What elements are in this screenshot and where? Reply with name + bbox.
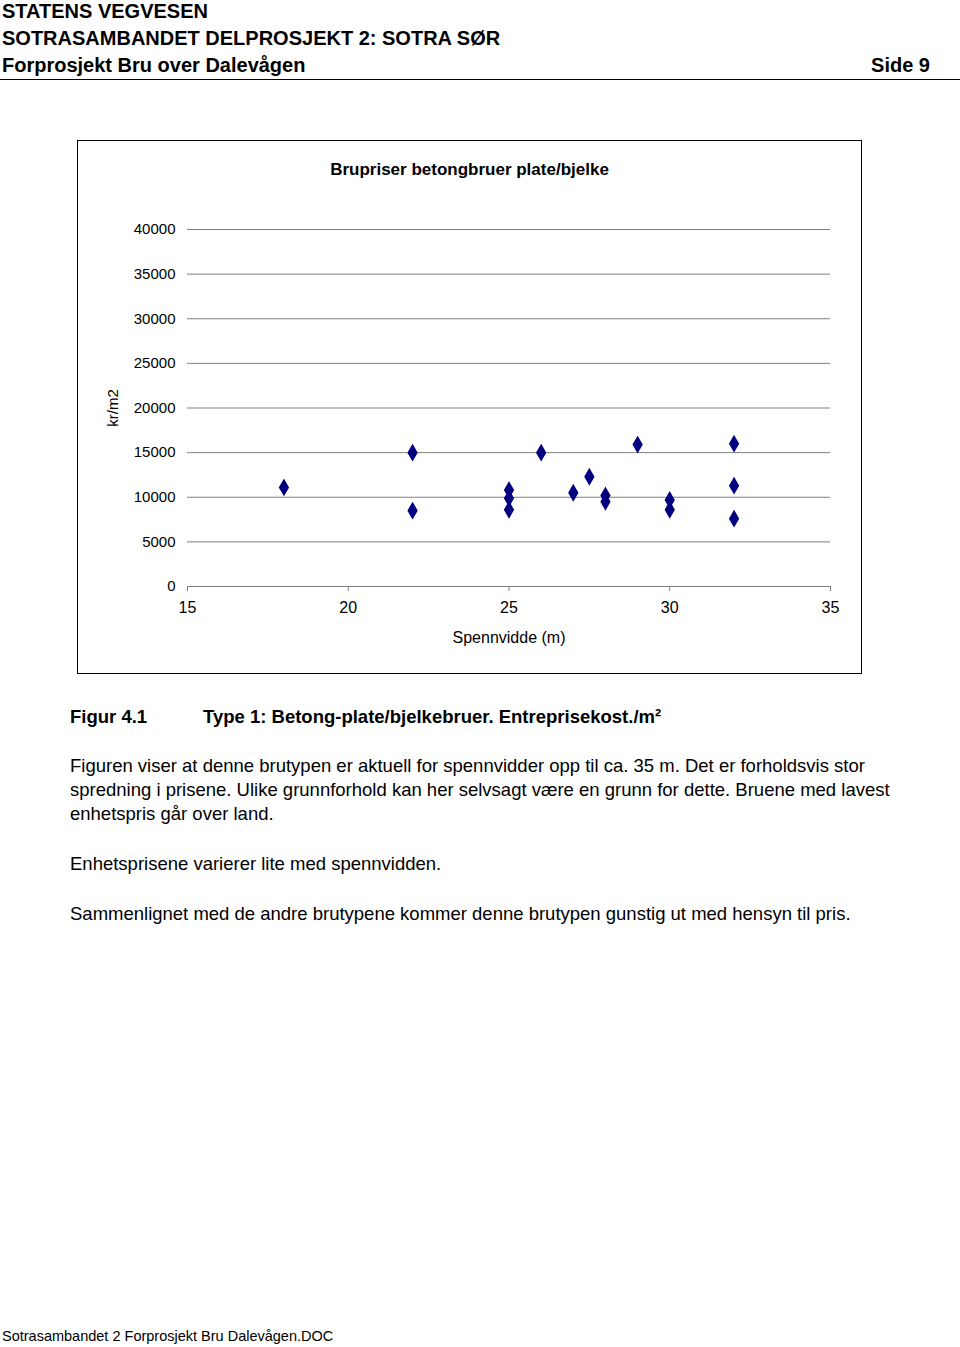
html-text:STATENS VEGVESEN: STATENS VEGVESEN (2, 0, 208, 22)
svg-text:10000: 10000 (134, 488, 176, 505)
svg-text:30: 30 (661, 599, 679, 616)
html-text:Side 9: Side 9 (871, 54, 930, 76)
svg-text:30000: 30000 (134, 310, 176, 327)
svg-text:15: 15 (179, 599, 197, 616)
html-text:Figur 4.1: Figur 4.1 (70, 706, 148, 727)
svg-text:40000: 40000 (134, 220, 176, 237)
svg-text:35000: 35000 (134, 265, 176, 282)
html-text:SOTRASAMBANDET DELPROSJEKT 2:: SOTRASAMBANDET DELPROSJEKT 2: SOTRA SØR (2, 27, 501, 49)
svg-text:25: 25 (500, 599, 518, 616)
html-text:Brupriser betongbruer plate/bj: Brupriser betongbruer plate/bjelke (330, 160, 609, 179)
html-text:Type 1: Betong-plate/bjelkebru: Type 1: Betong-plate/bjelkebruer. Entrep… (203, 706, 662, 727)
svg-text:20000: 20000 (134, 399, 176, 416)
html-text:Forprosjekt Bru over Dalevågen: Forprosjekt Bru over Dalevågen (2, 54, 306, 76)
svg-text:20: 20 (339, 599, 357, 616)
svg-text:kr/m2: kr/m2 (104, 389, 121, 427)
svg-text:15000: 15000 (134, 443, 176, 460)
svg-text:5000: 5000 (142, 533, 175, 550)
svg-text:25000: 25000 (134, 354, 176, 371)
html-text:Sammenlignet med de andre brut: Sammenlignet med de andre brutypene komm… (70, 903, 851, 924)
html-text:Sotrasambandet 2 Forprosjekt B: Sotrasambandet 2 Forprosjekt Bru Dalevåg… (2, 1328, 334, 1344)
html-text:Enhetsprisene varierer lite me: Enhetsprisene varierer lite med spennvid… (70, 853, 442, 874)
html-text:Figuren viser at denne brutype: Figuren viser at denne brutypen er aktue… (70, 755, 890, 824)
svg-text:0: 0 (167, 577, 175, 594)
svg-text:35: 35 (822, 599, 840, 616)
svg-text:Spennvidde (m): Spennvidde (m) (453, 629, 566, 646)
